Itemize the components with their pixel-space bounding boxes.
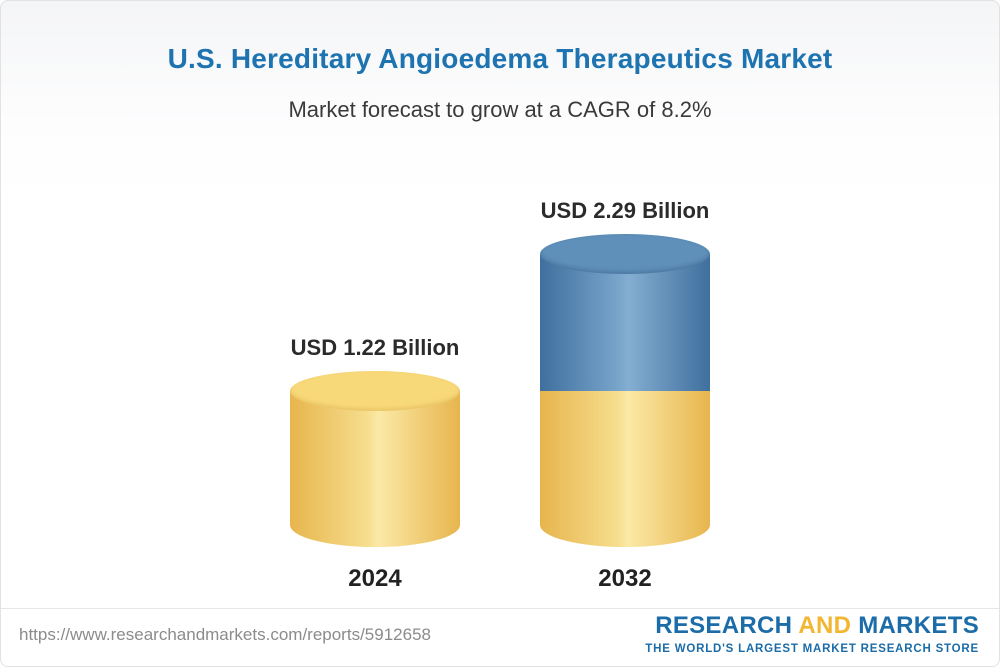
cylinder-bar-2024: [290, 370, 460, 547]
cylinder-top-face: [540, 233, 710, 274]
bar-segment-growth: [540, 253, 710, 391]
bar-group-2024: USD 1.22 Billion 2024: [290, 335, 460, 593]
research-and-markets-logo[interactable]: RESEARCH AND MARKETS THE WORLD'S LARGEST…: [645, 611, 979, 656]
chart-title: U.S. Hereditary Angioedema Therapeutics …: [167, 43, 833, 74]
logo-word-and: AND: [798, 611, 852, 639]
logo-word-research: RESEARCH: [655, 611, 799, 639]
cylinder-bar-2032: [540, 233, 710, 547]
bar-segment-base: [290, 390, 460, 547]
chart-subtitle: Market forecast to grow at a CAGR of 8.2…: [288, 97, 712, 122]
value-label-2024: USD 1.22 Billion: [290, 334, 460, 360]
footer: https://www.researchandmarkets.com/repor…: [1, 608, 999, 666]
chart-header: U.S. Hereditary Angioedema Therapeutics …: [1, 1, 999, 123]
logo-tagline: THE WORLD'S LARGEST MARKET RESEARCH STOR…: [645, 643, 979, 656]
year-label-2024: 2024: [348, 565, 402, 592]
cylinder-top-face: [290, 370, 460, 411]
value-label-2032: USD 2.29 Billion: [540, 197, 710, 223]
logo-wordmark: RESEARCH AND MARKETS: [645, 611, 979, 639]
source-url-link[interactable]: https://www.researchandmarkets.com/repor…: [19, 624, 431, 644]
logo-word-markets: MARKETS: [851, 611, 979, 639]
bar-group-2032: USD 2.29 Billion 2032: [540, 198, 710, 593]
year-label-2032: 2032: [598, 565, 652, 592]
chart-area: USD 1.22 Billion 2024 USD 2.29 Billion 2…: [1, 173, 999, 593]
bar-segment-base: [540, 390, 710, 547]
